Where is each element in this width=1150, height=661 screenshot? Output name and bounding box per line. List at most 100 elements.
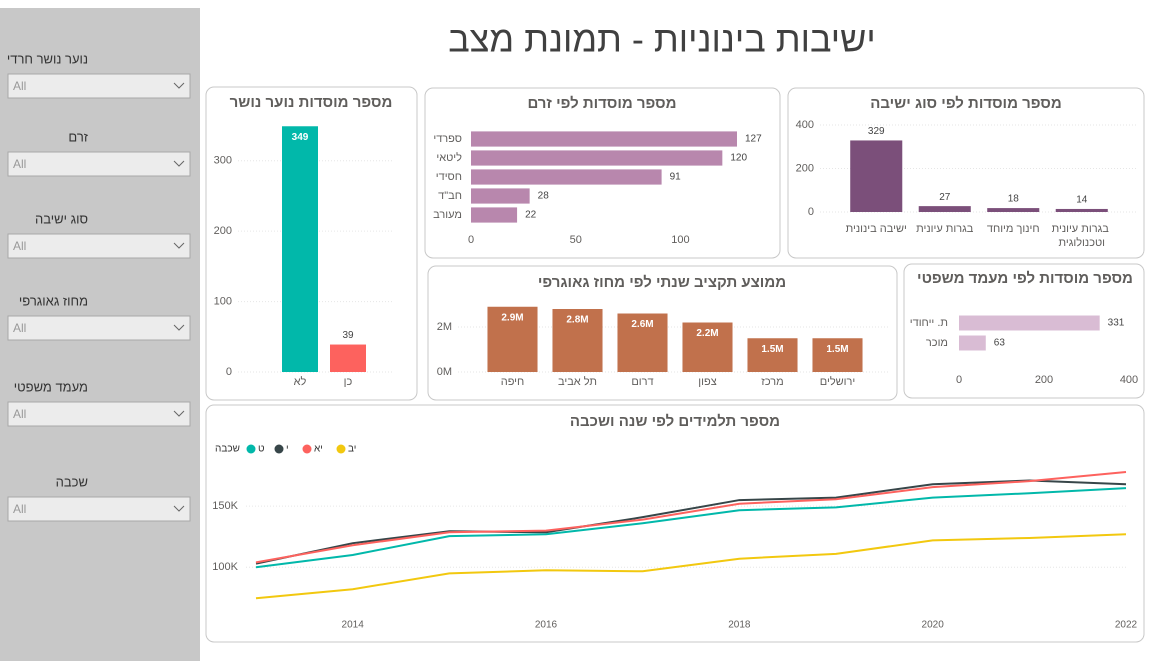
line <box>255 487 1127 569</box>
x-tick-label: חיפה <box>501 376 525 388</box>
chevron <box>173 242 185 249</box>
data-label: 27 <box>939 192 951 203</box>
bar <box>987 208 1040 212</box>
bar <box>471 207 518 223</box>
bar <box>471 131 737 147</box>
data-label: 91 <box>670 172 682 183</box>
data-label: 120 <box>730 153 747 164</box>
y-tick-label: 0M <box>437 366 452 378</box>
legend-label: י <box>286 444 289 455</box>
y-tick-label: ליטאי <box>436 151 462 164</box>
x-tick-label: תל אביב <box>558 375 597 388</box>
data-label: 329 <box>868 126 885 137</box>
y-tick-label: 150K <box>212 500 238 512</box>
slicer-dropdown[interactable] <box>7 233 191 259</box>
slicer-dropdown[interactable] <box>7 496 191 522</box>
y-tick-label: 200 <box>796 162 814 174</box>
chart-title: מספר מוסדות לפי זרם <box>527 95 676 112</box>
bar <box>471 150 723 166</box>
card <box>205 404 1145 643</box>
chart-title: מספר מוסדות נוער נושר <box>230 94 393 111</box>
x-tick-label: דרום <box>631 376 653 388</box>
chart-title: ממוצע תקציב שנתי לפי מחוז גאוגרפי <box>538 274 786 291</box>
x-tick-label: 2014 <box>342 620 365 631</box>
bar <box>471 169 662 185</box>
line <box>255 533 1127 600</box>
slicer-value: All <box>13 407 26 421</box>
x-tick-label: חינוך מיוחד <box>987 223 1040 235</box>
x-tick-label: 2016 <box>535 620 558 631</box>
bar <box>282 126 318 373</box>
x-tick-label: בגרות עיונית <box>916 223 974 235</box>
line <box>255 479 1127 565</box>
x-tick-label: 400 <box>1120 374 1138 386</box>
slicer-label: זרם <box>68 129 88 144</box>
bar <box>617 313 668 372</box>
chart-title: מספר תלמידים לפי שנה ושכבה <box>570 413 780 430</box>
legend-swatch <box>274 444 284 454</box>
chevron <box>173 160 185 167</box>
y-tick-label: 0 <box>808 206 814 218</box>
y-tick-label: 100 <box>214 295 232 307</box>
bar <box>471 188 530 204</box>
card <box>903 263 1145 399</box>
x-tick-label: בגרות עיונית וטכנולוגית <box>1052 223 1112 249</box>
data-label: 1.5M <box>826 344 848 355</box>
bar <box>959 335 986 351</box>
data-label: 18 <box>1008 194 1020 205</box>
bar <box>487 306 538 372</box>
slicer-value: All <box>13 239 26 253</box>
legend-swatch <box>302 444 312 454</box>
data-label: 63 <box>994 338 1006 349</box>
legend-swatch <box>336 444 346 454</box>
slicer-label: נוער נושר חרדי <box>7 51 88 66</box>
data-label: 2.6M <box>631 319 653 330</box>
x-tick-label: 0 <box>468 234 474 246</box>
slicer-label: מעמד משפטי <box>14 379 88 394</box>
y-tick-label: 100K <box>212 561 238 573</box>
slicer-dropdown[interactable] <box>7 73 191 99</box>
x-tick-label: ירושלים <box>820 375 856 388</box>
slicer-dropdown[interactable] <box>7 315 191 341</box>
chevron <box>173 410 185 417</box>
slicer-dropdown[interactable] <box>7 151 191 177</box>
line <box>255 470 1127 564</box>
data-label: 2.9M <box>501 312 523 323</box>
chart-title: מספר מוסדות לפי מעמד משפטי <box>917 270 1133 287</box>
data-label: 28 <box>538 191 550 202</box>
bar <box>959 315 1100 331</box>
x-tick-label: 100 <box>671 234 689 246</box>
y-tick-label: 400 <box>796 119 814 131</box>
slicer-label: שכבה <box>56 474 88 489</box>
chevron <box>173 82 185 89</box>
bar <box>330 344 366 372</box>
bar <box>812 338 863 372</box>
x-tick-label: לא <box>294 375 307 388</box>
slicer-dropdown[interactable] <box>7 401 191 427</box>
page-title: ישיבות בינוניות - תמונת מצב <box>448 19 876 60</box>
card <box>787 87 1145 259</box>
chevron <box>173 505 185 512</box>
bar <box>682 322 733 372</box>
x-tick-label: ישיבה בינונית <box>846 223 907 235</box>
data-label: 2.8M <box>566 315 588 326</box>
data-label: 331 <box>1108 318 1125 329</box>
legend-swatch <box>246 444 256 454</box>
y-tick-label: ת. ייחודי <box>910 317 948 329</box>
slicer-value: All <box>13 79 26 93</box>
bar <box>918 206 971 212</box>
y-tick-label: ספרדי <box>433 133 462 145</box>
slicer-value: All <box>13 502 26 516</box>
data-label: 39 <box>342 330 354 341</box>
slicer-value: All <box>13 157 26 171</box>
x-tick-label: 2020 <box>922 620 945 631</box>
x-tick-label: 2022 <box>1115 620 1138 631</box>
y-tick-label: מעורב <box>433 209 462 221</box>
x-tick-label: 2018 <box>728 620 751 631</box>
bar <box>1055 208 1108 212</box>
legend-label: יב <box>348 444 356 455</box>
x-tick-label: 50 <box>570 234 582 246</box>
data-label: 127 <box>745 134 762 145</box>
y-tick-label: 300 <box>214 155 232 167</box>
